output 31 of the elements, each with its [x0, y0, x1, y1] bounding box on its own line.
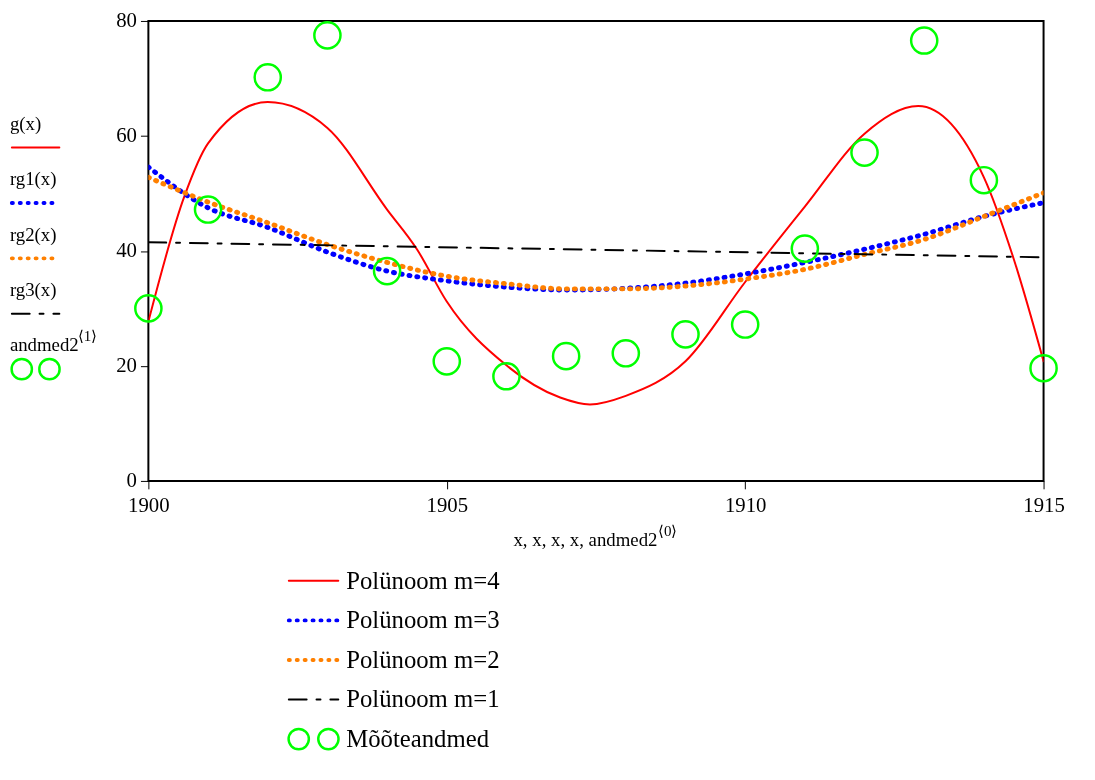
point [432, 347, 462, 376]
point [193, 195, 223, 224]
x-tick-label: 1910 [724, 493, 767, 517]
y-tick-label: 60 [116, 123, 137, 147]
point [611, 338, 641, 368]
point [551, 341, 581, 371]
point [313, 21, 342, 50]
legend-label: Polünoom m=3 [346, 606, 500, 634]
y-tick-label: 40 [116, 238, 137, 262]
y-tick-label: 80 [116, 8, 137, 32]
point [134, 294, 163, 323]
point [372, 256, 402, 286]
y-tick-label: 20 [116, 353, 137, 377]
point [909, 26, 939, 55]
point [492, 361, 521, 391]
point [671, 320, 700, 349]
legend-label: Polünoom m=4 [346, 566, 500, 594]
y-tick-label: 0 [126, 468, 137, 492]
point [730, 310, 760, 339]
legend-label: Polünoom m=2 [346, 645, 500, 673]
x-tick-label: 1915 [1023, 493, 1065, 517]
point [253, 63, 283, 92]
legend-label: Polünoom m=1 [346, 685, 500, 713]
x-tick-label: 1900 [128, 493, 170, 517]
point [1029, 353, 1058, 383]
point [850, 138, 879, 167]
line-series [148, 101, 1044, 406]
x-tick-label: 1905 [426, 493, 469, 517]
point [790, 234, 820, 263]
legend-label: Mõõteandmed [346, 725, 490, 752]
point [969, 165, 999, 195]
